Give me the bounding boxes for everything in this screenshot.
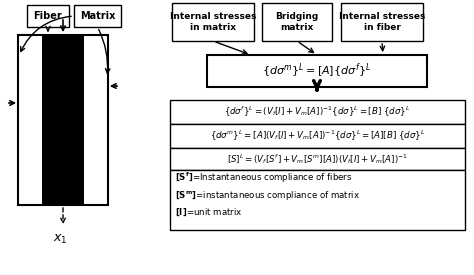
Text: $\mathbf{[S^m]}$=instantaneous compliance of matrix: $\mathbf{[S^m]}$=instantaneous complianc… bbox=[175, 188, 360, 202]
Text: $x_1$: $x_1$ bbox=[53, 233, 67, 246]
Text: $\{d\sigma^m\}^L=[A](V_f[I]+V_m[A])^{-1}\{d\sigma\}^L=[A][B]\ \{d\sigma\}^L$: $\{d\sigma^m\}^L=[A](V_f[I]+V_m[A])^{-1}… bbox=[210, 129, 425, 143]
Bar bbox=[170, 124, 465, 148]
Bar bbox=[341, 3, 423, 41]
Bar bbox=[42, 35, 84, 205]
Text: $\mathbf{[S^f]}$=Instantaneous compliance of fibers: $\mathbf{[S^f]}$=Instantaneous complianc… bbox=[175, 171, 353, 185]
Bar bbox=[18, 35, 108, 205]
Bar bbox=[170, 100, 465, 124]
Text: Internal stresses
in fiber: Internal stresses in fiber bbox=[339, 12, 425, 32]
Text: Internal stresses
in matrix: Internal stresses in matrix bbox=[170, 12, 256, 32]
Text: Fiber: Fiber bbox=[34, 11, 63, 21]
Text: Matrix: Matrix bbox=[80, 11, 115, 21]
Text: $\{d\sigma^m\}^L=[A]\{d\sigma^f\}^L$: $\{d\sigma^m\}^L=[A]\{d\sigma^f\}^L$ bbox=[263, 62, 372, 80]
Text: $\mathbf{[I]}$=unit matrix: $\mathbf{[I]}$=unit matrix bbox=[175, 206, 243, 218]
Bar bbox=[172, 3, 254, 41]
Bar bbox=[170, 148, 465, 170]
Bar bbox=[262, 3, 332, 41]
Text: $[S]^L=(V_f[S^f]+V_m[S^m][A])(V_f[I]+V_m[A])^{-1}$: $[S]^L=(V_f[S^f]+V_m[S^m][A])(V_f[I]+V_m… bbox=[227, 152, 408, 166]
Bar bbox=[27, 5, 69, 27]
FancyArrowPatch shape bbox=[155, 75, 205, 85]
Text: $\{d\sigma^f\}^L=(V_f[I]+V_m[A])^{-1}\{d\sigma\}^L=[B]\ \{d\sigma\}^L$: $\{d\sigma^f\}^L=(V_f[I]+V_m[A])^{-1}\{d… bbox=[224, 105, 410, 119]
Text: Bridging
matrix: Bridging matrix bbox=[275, 12, 319, 32]
Bar bbox=[74, 5, 121, 27]
Bar bbox=[207, 55, 427, 87]
Bar bbox=[170, 170, 465, 230]
